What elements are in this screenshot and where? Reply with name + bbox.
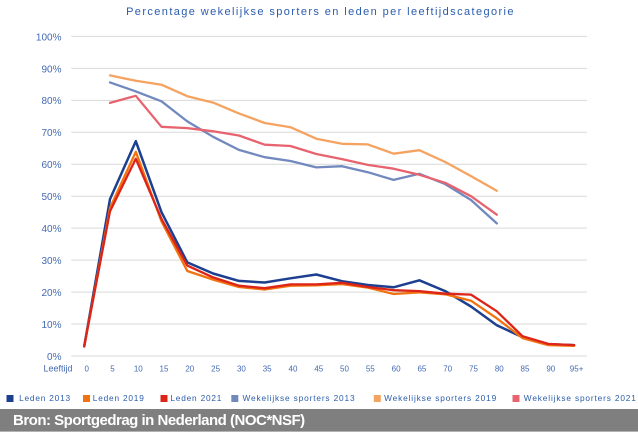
svg-text:45: 45 bbox=[314, 365, 323, 374]
svg-text:Leden 2021: Leden 2021 bbox=[170, 393, 222, 403]
svg-text:75: 75 bbox=[469, 365, 478, 374]
svg-text:0%: 0% bbox=[47, 352, 62, 363]
svg-text:20%: 20% bbox=[41, 288, 61, 299]
svg-text:10%: 10% bbox=[41, 320, 61, 331]
svg-text:Wekelijkse sporters 2021: Wekelijkse sporters 2021 bbox=[524, 393, 637, 403]
svg-text:10: 10 bbox=[134, 365, 143, 374]
svg-text:80: 80 bbox=[495, 365, 504, 374]
svg-text:60: 60 bbox=[392, 365, 401, 374]
svg-text:50%: 50% bbox=[41, 192, 61, 203]
svg-text:15: 15 bbox=[160, 365, 169, 374]
svg-text:35: 35 bbox=[263, 365, 272, 374]
svg-text:70: 70 bbox=[443, 365, 452, 374]
svg-text:Leden 2013: Leden 2013 bbox=[19, 393, 71, 403]
svg-text:60%: 60% bbox=[41, 160, 61, 171]
svg-text:50: 50 bbox=[340, 365, 349, 374]
svg-text:90: 90 bbox=[546, 365, 555, 374]
svg-text:Wekelijkse sporters 2019: Wekelijkse sporters 2019 bbox=[384, 393, 497, 403]
svg-text:Leden 2019: Leden 2019 bbox=[93, 393, 145, 403]
svg-text:85: 85 bbox=[521, 365, 530, 374]
svg-text:55: 55 bbox=[366, 365, 375, 374]
svg-text:80%: 80% bbox=[41, 96, 61, 107]
svg-text:30: 30 bbox=[237, 365, 246, 374]
svg-text:100%: 100% bbox=[36, 32, 62, 43]
svg-text:40: 40 bbox=[289, 365, 298, 374]
svg-text:30%: 30% bbox=[41, 256, 61, 267]
svg-text:25: 25 bbox=[211, 365, 220, 374]
svg-text:Leeftijd: Leeftijd bbox=[44, 364, 73, 374]
svg-text:Bron: Sportgedrag in Nederland: Bron: Sportgedrag in Nederland (NOC*NSF) bbox=[13, 412, 305, 429]
svg-text:70%: 70% bbox=[41, 128, 61, 139]
svg-text:40%: 40% bbox=[41, 224, 61, 235]
svg-text:90%: 90% bbox=[41, 64, 61, 75]
svg-text:95+: 95+ bbox=[570, 365, 584, 374]
svg-text:Percentage wekelijkse sporters: Percentage wekelijkse sporters en leden … bbox=[126, 6, 515, 18]
svg-text:Wekelijkse sporters 2013: Wekelijkse sporters 2013 bbox=[243, 393, 356, 403]
svg-text:5: 5 bbox=[110, 365, 115, 374]
svg-text:0: 0 bbox=[84, 365, 89, 374]
svg-text:20: 20 bbox=[185, 365, 194, 374]
svg-text:65: 65 bbox=[417, 365, 426, 374]
